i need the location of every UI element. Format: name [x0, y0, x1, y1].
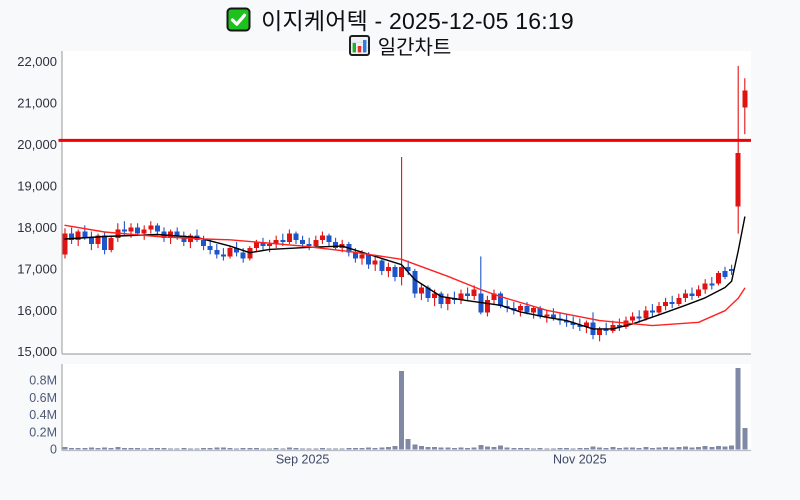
volume-axis-labels: 0.8M 0.6M 0.4M 0.2M 0: [29, 374, 57, 457]
ma-long-line: [64, 224, 746, 327]
price-tick-label: 22,000: [17, 54, 57, 69]
price-tick-label: 17,000: [17, 261, 57, 276]
date-tick-label: Nov 2025: [553, 453, 607, 467]
chart-header: 이지케어텍 - 2025-12-05 16:19 일간차트: [0, 4, 800, 59]
price-tick-label: 15,000: [17, 344, 57, 359]
chart-panes: [61, 51, 751, 452]
date-axis-labels: Sep 2025 Nov 2025: [276, 453, 607, 467]
check-mark-icon: [226, 7, 251, 31]
volume-tick-label: 0.4M: [29, 408, 57, 422]
price-tick-label: 19,000: [17, 178, 57, 193]
subtitle-row: 일간차트: [348, 33, 452, 59]
price-tick-label: 20,000: [17, 137, 57, 152]
volume-tick-label: 0: [50, 443, 57, 457]
ma-short-line: [64, 216, 746, 330]
chart-subtitle: 일간차트: [377, 37, 452, 59]
volume-tick-label: 0.6M: [29, 391, 57, 405]
price-tick-label: 16,000: [17, 303, 57, 318]
price-axis-labels: 22,000 21,000 20,000 19,000 18,000 17,000 16,0…: [17, 54, 57, 359]
volume-tick-label: 0.8M: [29, 374, 57, 388]
volume-bars: [62, 367, 748, 450]
price-tick-label: 18,000: [17, 220, 57, 235]
chart-title: 이지케어텍 - 2025-12-05 16:19: [261, 8, 574, 34]
date-tick-label: Sep 2025: [276, 453, 330, 467]
title-row: 이지케어텍 - 2025-12-05 16:19: [226, 4, 574, 34]
bar-chart-icon: [348, 35, 370, 56]
volume-tick-label: 0.2M: [29, 425, 57, 439]
price-tick-label: 21,000: [17, 96, 57, 111]
